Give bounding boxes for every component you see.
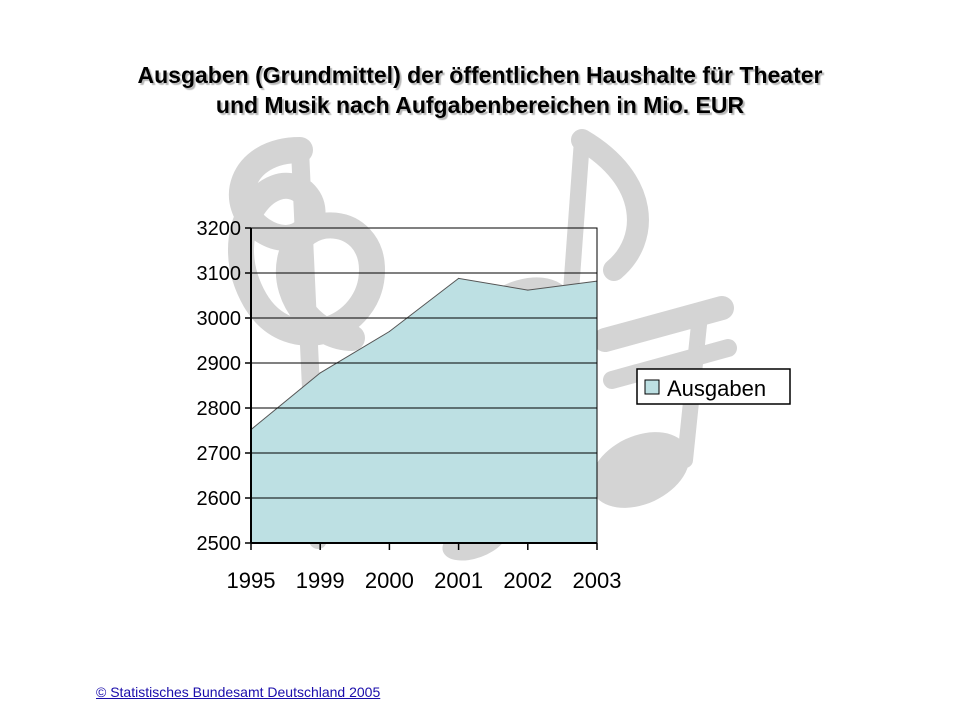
chart-legend: Ausgaben [636, 368, 791, 405]
y-tick-label: 3000 [197, 308, 242, 330]
y-tick-label: 2700 [197, 443, 242, 465]
series-area-ausgaben [251, 278, 597, 543]
y-tick-label: 2900 [197, 353, 242, 375]
y-tick-label: 2600 [197, 488, 242, 510]
x-tick-label: 2002 [503, 568, 552, 593]
y-tick-label: 2500 [197, 533, 242, 555]
title-line-1: Ausgaben (Grundmittel) der öffentlichen … [137, 62, 823, 88]
data-point-2002 [527, 289, 529, 291]
page-title: Ausgaben (Grundmittel) der öffentlichen … [40, 60, 920, 120]
data-point-2001 [458, 277, 460, 279]
y-tick-label: 2800 [197, 398, 242, 420]
x-tick-label: 1999 [296, 568, 345, 593]
data-point-2000 [388, 331, 390, 332]
chart-label-layer: 2500 2600 2700 2800 2900 3000 3100 3200 1995 1999… [197, 218, 622, 593]
source-link[interactable]: © Statistisches Bundesamt Deutschland 20… [96, 684, 381, 700]
x-tick-label: 2000 [365, 568, 414, 593]
data-point-1999 [319, 372, 321, 374]
x-tick-label: 2001 [434, 568, 483, 593]
legend-box [636, 368, 791, 405]
x-tick-label: 2003 [573, 568, 622, 593]
x-tick-label: 1995 [227, 568, 276, 593]
y-tick-label: 3200 [197, 218, 242, 240]
series-line-ausgaben [250, 277, 598, 430]
title-line-2: und Musik nach Aufgabenbereichen in Mio.… [215, 92, 745, 118]
legend-label-ausgaben: Ausgaben [667, 376, 766, 401]
legend-swatch-ausgaben [644, 379, 660, 395]
chart-area-layer [250, 277, 598, 543]
chart-axis-layer [245, 227, 598, 550]
y-tick-label: 3100 [197, 263, 242, 285]
